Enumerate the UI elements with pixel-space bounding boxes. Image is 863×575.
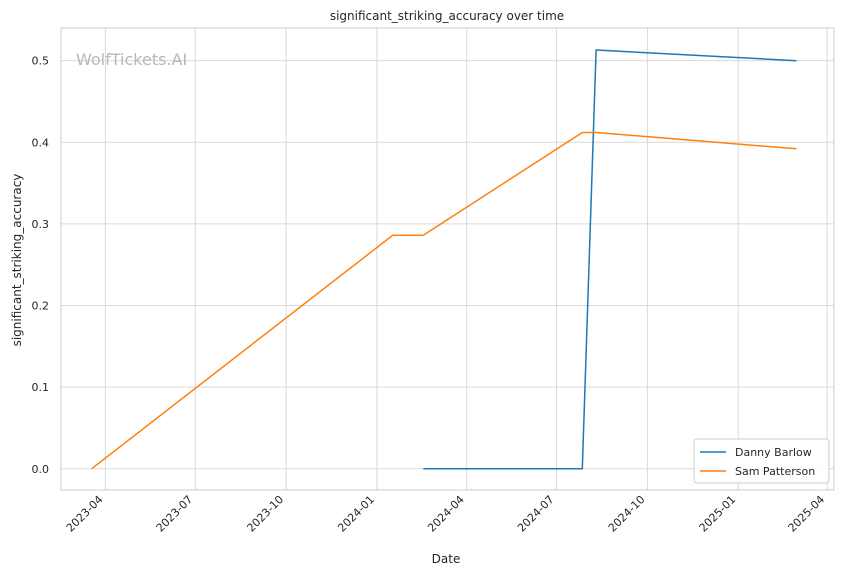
x-tick-label: 2024-01 [335, 493, 377, 535]
legend-frame [693, 438, 830, 484]
x-tick-label: 2025-04 [786, 493, 828, 535]
x-tick-label: 2023-04 [64, 493, 106, 535]
series-lines [91, 49, 797, 470]
y-tick-label: 0.1 [32, 381, 50, 394]
chart-title: significant_striking_accuracy over time [330, 9, 564, 23]
x-tick-label: 2023-10 [245, 493, 287, 535]
series-line-danny-barlow [423, 49, 797, 470]
x-tick-label: 2025-01 [697, 493, 739, 535]
x-tick-label: 2024-07 [515, 493, 557, 535]
y-tick-label: 0.5 [32, 55, 50, 68]
plot-area-frame [60, 27, 835, 491]
x-tick-label: 2024-04 [425, 493, 467, 535]
legend-label-danny-barlow: Danny Barlow [735, 446, 812, 459]
x-tick-label: 2023-07 [154, 493, 196, 535]
y-tick-label: 0.0 [32, 463, 50, 476]
legend-label-sam-patterson: Sam Patterson [735, 465, 815, 478]
x-tick-label: 2024-10 [606, 493, 648, 535]
series-line-sam-patterson [91, 131, 797, 470]
legend: Danny Barlow Sam Patterson [693, 438, 830, 484]
grid [61, 28, 834, 490]
y-axis-label: significant_striking_accuracy [10, 174, 24, 347]
y-tick-label: 0.4 [32, 136, 50, 149]
watermark: WolfTickets.AI [76, 50, 187, 69]
y-tick-label: 0.3 [32, 218, 50, 231]
y-tick-label: 0.2 [32, 300, 50, 313]
x-axis-label: Date [432, 552, 461, 566]
